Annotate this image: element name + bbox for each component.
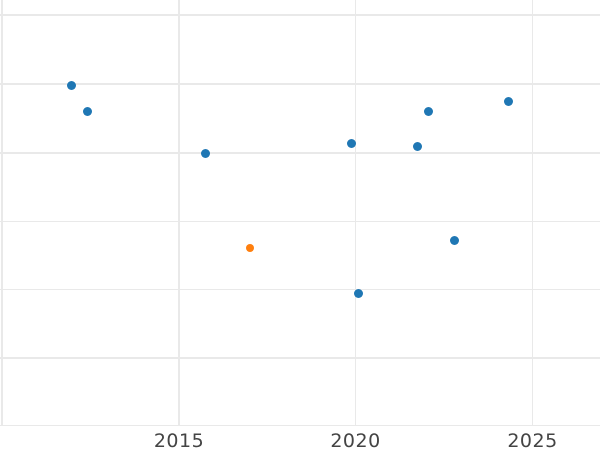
- gridline-horizontal: [0, 357, 600, 359]
- gridline-vertical: [178, 0, 180, 426]
- gridline-horizontal: [0, 14, 600, 16]
- x-tick-label: 2015: [153, 430, 205, 450]
- data-point-blue-series: [423, 106, 433, 116]
- gridline-horizontal: [0, 288, 600, 291]
- gridline-horizontal: [0, 152, 600, 154]
- data-point-orange-series: [246, 244, 254, 252]
- data-point-blue-series: [353, 288, 363, 298]
- data-point-blue-series: [200, 148, 210, 158]
- gridline-horizontal: [0, 220, 600, 223]
- data-point-blue-series: [66, 80, 76, 90]
- data-point-blue-series: [412, 141, 422, 151]
- gridline-horizontal: [0, 83, 600, 85]
- x-tick-label: 2020: [330, 430, 381, 450]
- data-point-blue-series: [449, 235, 459, 245]
- data-point-blue-series: [503, 96, 513, 106]
- data-point-blue-series: [82, 106, 92, 116]
- gridline-vertical: [531, 0, 534, 426]
- x-tick-label: 2025: [507, 430, 558, 450]
- gridline-vertical: [354, 0, 357, 426]
- gridline-horizontal: [0, 424, 600, 427]
- gridline-vertical: [1, 0, 3, 426]
- data-point-blue-series: [346, 138, 356, 148]
